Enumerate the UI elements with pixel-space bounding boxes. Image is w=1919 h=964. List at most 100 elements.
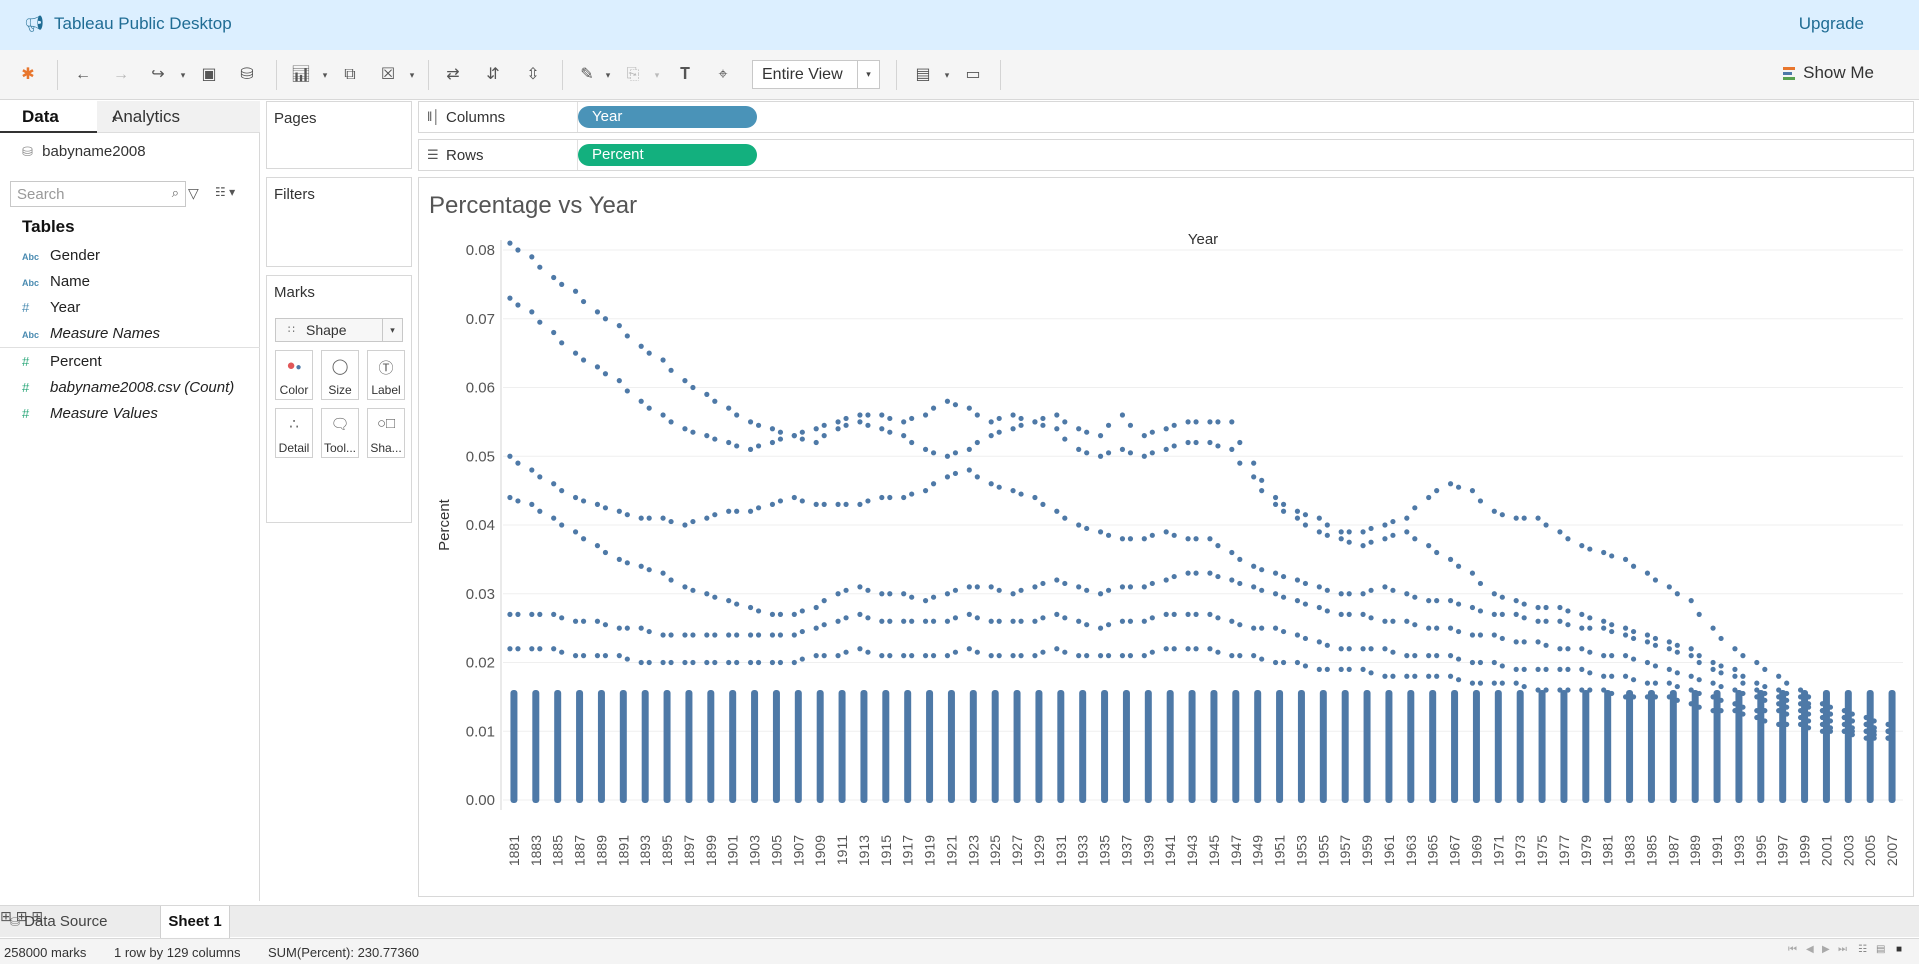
pages-card[interactable]: Pages [266, 101, 412, 169]
labels-icon[interactable]: 𝐓 [679, 66, 691, 83]
color-button[interactable]: ●● Color [275, 350, 313, 400]
sheet-sorter-icon[interactable]: ☷ [1858, 944, 1867, 955]
field-measure-names[interactable]: Abc Measure Names [22, 325, 160, 345]
highlight-icon[interactable]: ✎ [580, 66, 594, 83]
shape-button[interactable]: ○□ Sha... [367, 408, 405, 458]
save-icon[interactable]: ▣ [201, 66, 217, 83]
new-dashboard-icon[interactable]: ⊞ [15, 908, 28, 924]
tab-data-source[interactable]: ⛁ Data Source [0, 906, 160, 938]
tooltip-button[interactable]: 🗨︎ Tool... [321, 408, 359, 458]
data-point [1127, 653, 1134, 659]
chart-title: Percentage vs Year [429, 192, 638, 219]
data-point [821, 622, 827, 628]
sort-ascending-icon[interactable]: ⇵ [486, 66, 500, 83]
replay-icon[interactable]: ↪ [151, 66, 165, 83]
rows-shelf[interactable]: ☰ Rows Percent [418, 139, 1914, 171]
label-button[interactable]: Ⓣ Label [367, 350, 405, 400]
field-name[interactable]: Abc Name [22, 273, 90, 293]
filters-card[interactable]: Filters [266, 177, 412, 267]
data-point [1652, 663, 1659, 669]
year-pill[interactable]: Year [578, 106, 757, 128]
replay-caret-icon[interactable]: ▾ [180, 70, 186, 80]
filter-icon[interactable]: ▽ [188, 185, 199, 201]
tab-analytics[interactable]: Analytics ‹ [97, 101, 260, 133]
field-gender[interactable]: Abc Gender [22, 247, 100, 267]
tableau-logo-icon[interactable]: ✱ [21, 66, 35, 83]
columns-shelf[interactable]: ‖│ Columns Year [418, 101, 1914, 133]
field-measure-values[interactable]: # Measure Values [22, 405, 158, 425]
duplicate-icon[interactable]: ⧉ [344, 66, 356, 83]
dense-mark-column [1888, 690, 1896, 803]
filmstrip-icon[interactable]: ▤ [1876, 944, 1886, 955]
data-point [887, 415, 893, 422]
presentation-icon[interactable]: ▭ [965, 66, 981, 83]
redo-icon[interactable]: → [113, 66, 129, 83]
data-point [668, 367, 674, 373]
data-point [1827, 704, 1834, 710]
search-icon[interactable]: ⌕ [171, 185, 179, 200]
show-cards-icon[interactable]: ▤ [915, 66, 931, 83]
last-page-icon[interactable]: ⏭ [1838, 944, 1847, 955]
first-page-icon[interactable]: ⏮ [1788, 944, 1797, 955]
data-point [1251, 625, 1257, 631]
next-page-icon[interactable]: ▶ [1822, 944, 1830, 955]
show-cards-caret-icon[interactable]: ▾ [944, 70, 950, 80]
clear-sheet-icon[interactable]: ☒ [380, 66, 396, 83]
new-datasource-icon[interactable]: ⛁ [240, 66, 254, 83]
new-worksheet-icon[interactable]: ⊞ [0, 908, 12, 924]
group-icon[interactable]: ⎘ [626, 66, 640, 83]
data-point [901, 653, 907, 659]
data-point [1652, 642, 1659, 648]
tab-sheet-1[interactable]: Sheet 1 [160, 906, 230, 938]
sheet-tab-bar: ⛁ Data Source Sheet 1 ⊞ ⊞ ⊞ [0, 905, 1919, 938]
field-count[interactable]: # babyname2008.csv (Count) [22, 379, 234, 399]
data-point [879, 412, 885, 418]
prev-page-icon[interactable]: ◀ [1806, 944, 1814, 955]
collapse-pane-icon[interactable]: ‹ [112, 107, 118, 126]
scatter-chart[interactable]: Year 0.00 0.01 0.02 0.03 0.04 0.05 0.06 0.07 0.08… [419, 178, 1913, 896]
data-point [1521, 639, 1527, 645]
data-point [594, 501, 601, 507]
new-worksheet-caret-icon[interactable]: ▾ [322, 70, 328, 80]
dense-mark-column [707, 690, 715, 803]
pin-icon[interactable]: ⌖ [718, 66, 728, 83]
y-tick-label: 0.08 [466, 242, 495, 259]
undo-icon[interactable]: ← [75, 66, 91, 83]
sort-descending-icon[interactable]: ⇳ [526, 66, 540, 83]
data-point [791, 611, 797, 617]
x-tick-label: 1885 [550, 835, 566, 866]
tab-analytics-label: Analytics [112, 107, 181, 126]
swap-icon[interactable]: ⇄ [446, 66, 460, 83]
search-input[interactable] [17, 185, 157, 203]
data-point [660, 357, 666, 363]
tab-data[interactable]: Data [0, 101, 97, 133]
data-point [1841, 721, 1847, 727]
new-worksheet-icon[interactable]: 📊︎ [290, 66, 312, 83]
clear-sheet-caret-icon[interactable]: ▾ [409, 70, 415, 80]
view-options-icon[interactable]: ☷ ▾ [215, 185, 236, 199]
fit-dropdown[interactable]: Entire View ▾ [752, 60, 880, 89]
data-point [1805, 725, 1812, 731]
highlight-caret-icon[interactable]: ▾ [605, 70, 611, 80]
x-tick-label: 1965 [1425, 835, 1441, 866]
data-point [1688, 687, 1694, 693]
x-tick-label: 1933 [1075, 835, 1091, 866]
tabs-view-icon[interactable]: ■ [1896, 944, 1903, 955]
dense-mark-column [1691, 690, 1699, 803]
group-caret-icon[interactable]: ▾ [654, 70, 660, 80]
mark-type-dropdown[interactable]: ∷ Shape ▾ [275, 318, 403, 342]
data-point [638, 563, 644, 569]
field-percent[interactable]: # Percent [22, 353, 102, 373]
field-year[interactable]: # Year [22, 299, 80, 319]
data-point [1674, 697, 1680, 703]
upgrade-link[interactable]: Upgrade [1798, 14, 1864, 33]
percent-pill[interactable]: Percent [578, 144, 757, 166]
detail-button[interactable]: ∴ Detail [275, 408, 313, 458]
size-button[interactable]: ◯ Size [321, 350, 359, 400]
datasource-item[interactable]: ⛁ babyname2008 [22, 143, 146, 160]
data-point [1149, 649, 1155, 655]
field-name: Gender [50, 247, 101, 264]
dense-mark-column [860, 690, 868, 803]
new-story-icon[interactable]: ⊞ [31, 908, 43, 924]
show-me-button[interactable]: Show Me [1783, 63, 1874, 83]
